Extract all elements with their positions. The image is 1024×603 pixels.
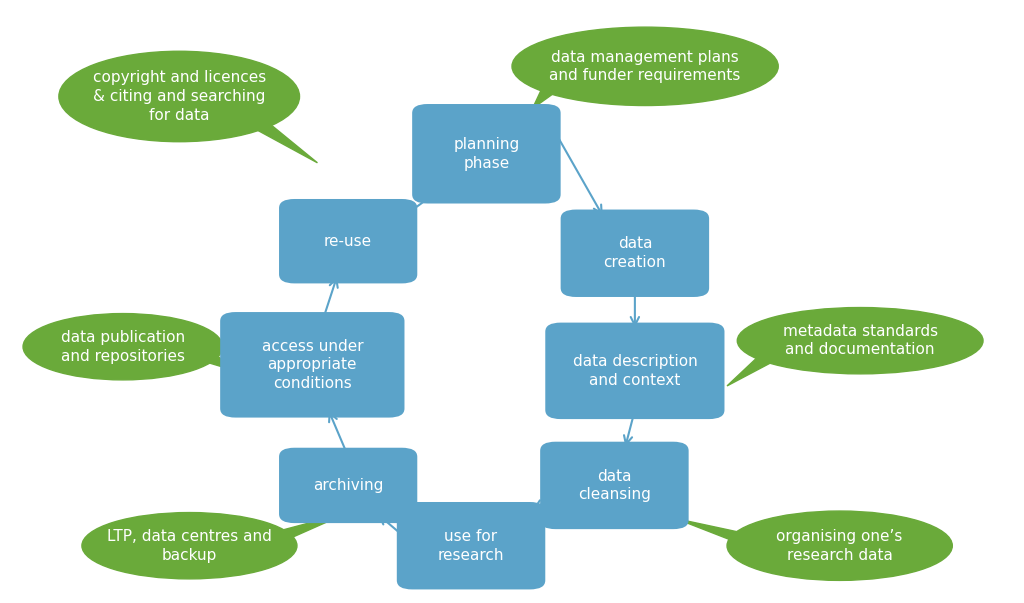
Ellipse shape	[58, 51, 299, 142]
Text: data description
and context: data description and context	[572, 354, 697, 388]
Polygon shape	[532, 80, 564, 109]
Ellipse shape	[82, 513, 297, 579]
Ellipse shape	[23, 314, 223, 380]
FancyBboxPatch shape	[220, 312, 404, 417]
FancyBboxPatch shape	[561, 210, 709, 297]
Polygon shape	[240, 116, 317, 163]
FancyBboxPatch shape	[412, 104, 561, 203]
Ellipse shape	[512, 27, 778, 106]
FancyBboxPatch shape	[279, 199, 418, 283]
Text: data
creation: data creation	[603, 236, 667, 270]
FancyBboxPatch shape	[545, 323, 725, 419]
FancyBboxPatch shape	[541, 441, 688, 529]
FancyBboxPatch shape	[279, 447, 418, 523]
Text: copyright and licences
& citing and searching
for data: copyright and licences & citing and sear…	[92, 71, 266, 122]
Text: LTP, data centres and
backup: LTP, data centres and backup	[106, 529, 272, 563]
Text: planning
phase: planning phase	[454, 137, 519, 171]
Text: data publication
and repositories: data publication and repositories	[60, 330, 185, 364]
Text: data management plans
and funder requirements: data management plans and funder require…	[550, 49, 740, 83]
Polygon shape	[676, 519, 743, 541]
Ellipse shape	[727, 511, 952, 580]
Text: use for
research: use for research	[438, 529, 504, 563]
Polygon shape	[275, 513, 348, 539]
Text: data
cleansing: data cleansing	[578, 469, 651, 502]
Polygon shape	[202, 353, 236, 371]
Text: metadata standards
and documentation: metadata standards and documentation	[782, 324, 938, 358]
Text: re-use: re-use	[325, 234, 372, 248]
Polygon shape	[727, 352, 781, 386]
Text: access under
appropriate
conditions: access under appropriate conditions	[261, 339, 364, 391]
FancyBboxPatch shape	[397, 502, 545, 590]
Ellipse shape	[737, 308, 983, 374]
Text: organising one’s
research data: organising one’s research data	[776, 529, 903, 563]
Text: archiving: archiving	[313, 478, 383, 493]
